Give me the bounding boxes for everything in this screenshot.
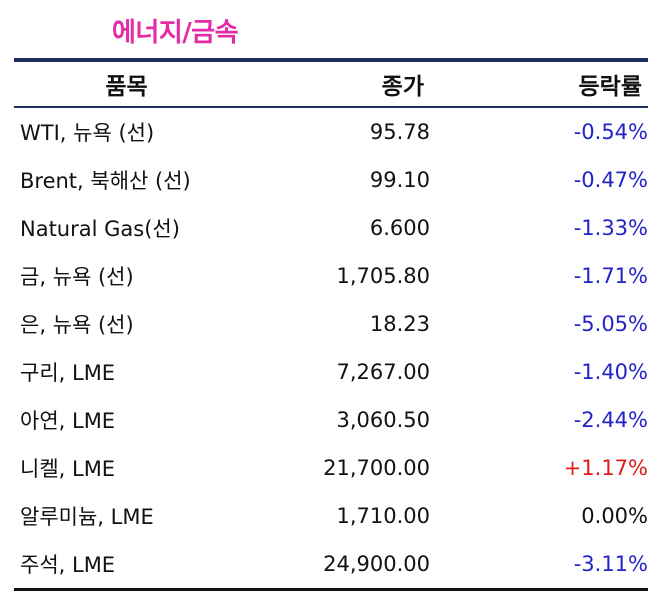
row-change: -1.71% [573, 264, 648, 288]
table-row: 구리, LME 7,267.00 -1.40% [14, 348, 648, 396]
row-price: 95.78 [369, 120, 430, 144]
row-item: 주석, LME [20, 553, 116, 577]
table-row: 금, 뉴욕 (선) 1,705.80 -1.71% [14, 252, 648, 300]
table-row: Natural Gas(선) 6.600 -1.33% [14, 204, 648, 252]
row-change: -3.11% [573, 552, 648, 576]
header-price: 종가 [381, 74, 424, 100]
row-change: +1.17% [563, 456, 648, 480]
row-price: 18.23 [369, 312, 430, 336]
header-change: 등락률 [578, 74, 642, 100]
row-item: 알루미늄, LME [20, 505, 154, 529]
row-item: 니켈, LME [20, 457, 116, 481]
row-price: 21,700.00 [323, 456, 430, 480]
table-row: WTI, 뉴욕 (선) 95.78 -0.54% [14, 108, 648, 156]
row-change: -2.44% [573, 408, 648, 432]
row-change: -1.33% [573, 216, 648, 240]
row-price: 6.600 [369, 216, 430, 240]
row-item: 아연, LME [20, 409, 116, 433]
row-item: WTI, 뉴욕 (선) [20, 121, 155, 145]
row-price: 99.10 [369, 168, 430, 192]
table-row: 아연, LME 3,060.50 -2.44% [14, 396, 648, 444]
table-top-rule [14, 58, 648, 62]
row-item: Brent, 북해산 (선) [20, 169, 191, 193]
row-item: 금, 뉴욕 (선) [20, 265, 134, 289]
row-item: 은, 뉴욕 (선) [20, 313, 134, 337]
table-row: 은, 뉴욕 (선) 18.23 -5.05% [14, 300, 648, 348]
row-price: 7,267.00 [336, 360, 430, 384]
row-change: -1.40% [573, 360, 648, 384]
row-item: 구리, LME [20, 361, 116, 385]
table-row: 주석, LME 24,900.00 -3.11% [14, 540, 648, 588]
row-price: 1,705.80 [336, 264, 430, 288]
row-price: 1,710.00 [336, 504, 430, 528]
header-rule [14, 106, 648, 108]
row-item: Natural Gas(선) [20, 217, 180, 241]
commodity-table: 품목 종가 등락률 WTI, 뉴욕 (선) 95.78 -0.54% Brent… [14, 58, 648, 591]
row-price: 24,900.00 [323, 552, 430, 576]
row-change: 0.00% [581, 504, 648, 528]
row-price: 3,060.50 [336, 408, 430, 432]
table-row: Brent, 북해산 (선) 99.10 -0.47% [14, 156, 648, 204]
table-row: 알루미늄, LME 1,710.00 0.00% [14, 492, 648, 540]
table-header: 품목 종가 등락률 [14, 62, 648, 106]
header-item: 품목 [105, 74, 148, 100]
row-change: -5.05% [573, 312, 648, 336]
row-change: -0.47% [573, 168, 648, 192]
row-change: -0.54% [573, 120, 648, 144]
section-title: 에너지/금속 [112, 18, 239, 48]
table-bottom-rule [14, 588, 648, 591]
table-row: 니켈, LME 21,700.00 +1.17% [14, 444, 648, 492]
